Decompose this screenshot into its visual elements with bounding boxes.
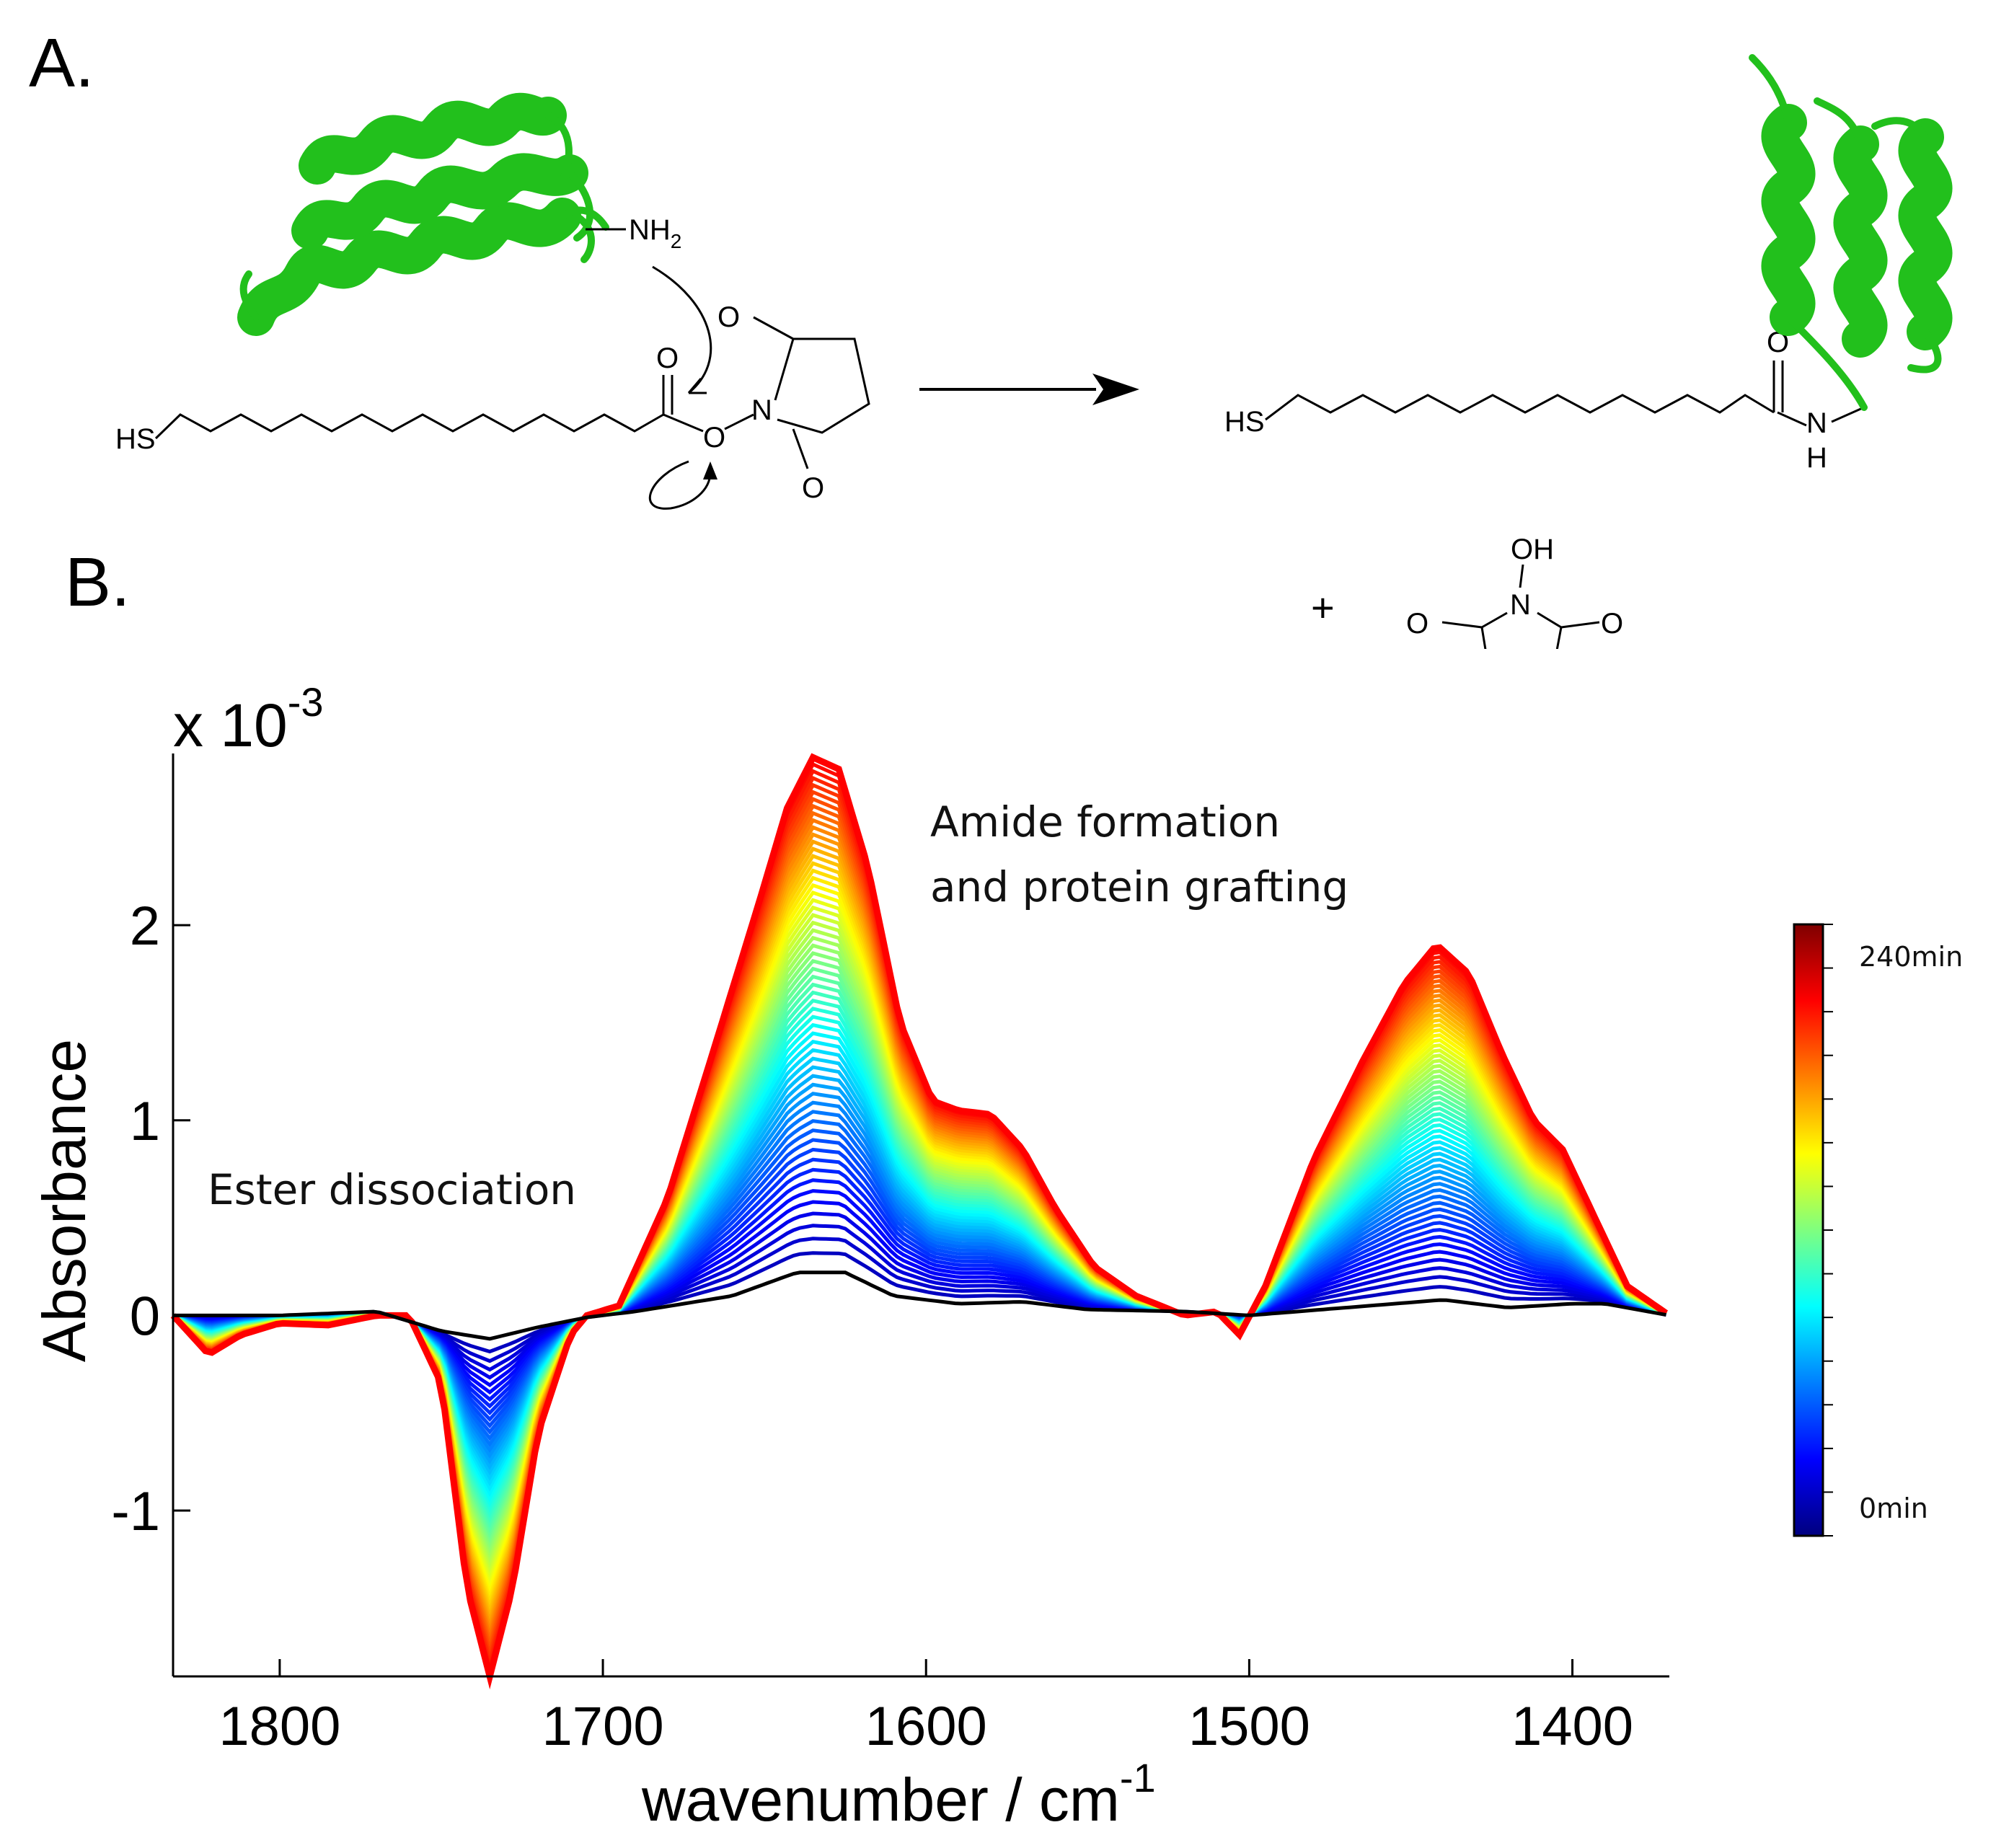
annotation-ester: Ester dissociation bbox=[208, 1165, 576, 1214]
annotation-amide-line2: and protein grafting bbox=[930, 862, 1348, 911]
y-tick-label: 2 bbox=[130, 896, 160, 957]
thiol-right-label: HS bbox=[1224, 406, 1265, 438]
y-tick-label: 1 bbox=[130, 1091, 160, 1152]
x-axis-title: wavenumber / cm-1 bbox=[641, 1755, 1156, 1834]
carbonyl-o-label: O bbox=[656, 342, 679, 374]
y-tick-label: -1 bbox=[111, 1481, 160, 1542]
thiol-left-label: HS bbox=[115, 423, 156, 455]
colorbar-ticks bbox=[1823, 924, 1833, 1537]
byproduct-o-left-label: O bbox=[1406, 608, 1428, 640]
series-line-final bbox=[170, 753, 1669, 1689]
colorbar-max-label: 240min bbox=[1859, 941, 1963, 973]
amide-n-label: N bbox=[1806, 407, 1827, 439]
ester-o-label: O bbox=[703, 422, 725, 454]
nhs-o-bottom-label: O bbox=[802, 472, 824, 504]
series-layer bbox=[170, 753, 1669, 1689]
x-tick-label: 1600 bbox=[865, 1696, 987, 1757]
y-axis-title: Absorbance bbox=[30, 1039, 98, 1362]
nhs-n-label: N bbox=[751, 394, 772, 426]
x-tick-label: 1800 bbox=[218, 1696, 340, 1757]
panel-b-label: B. bbox=[65, 544, 131, 621]
byproduct-n-label: N bbox=[1510, 589, 1531, 621]
byproduct-o-right-label: O bbox=[1601, 608, 1623, 640]
alkyl-chain-left bbox=[154, 413, 664, 440]
plus-sign: + bbox=[1311, 585, 1335, 630]
panel-a-label: A. bbox=[29, 25, 94, 102]
series-line-baseline bbox=[173, 1270, 1666, 1341]
axes-layer: 1800 1700 1600 1500 1400 2 1 0 -1 bbox=[111, 753, 1669, 1757]
amide-h-label: H bbox=[1806, 442, 1827, 474]
byproduct-oh-label: OH bbox=[1511, 534, 1554, 565]
amine-label: NH2 bbox=[629, 214, 681, 252]
colorbar-min-label: 0min bbox=[1859, 1493, 1928, 1524]
x-tick-label: 1500 bbox=[1188, 1696, 1310, 1757]
y-multiplier-label: x 10-3 bbox=[173, 679, 324, 759]
nhs-o-top-label: O bbox=[717, 301, 740, 333]
annotation-amide-line1: Amide formation bbox=[930, 797, 1280, 846]
reaction-scheme: NH2 HS O O N O O HS O N H + OH N O O bbox=[115, 54, 1953, 649]
alkyl-chain-right bbox=[1265, 394, 1775, 421]
x-tick-label: 1400 bbox=[1511, 1696, 1633, 1757]
protein-cartoon-left bbox=[237, 92, 609, 336]
protein-cartoon-right bbox=[1749, 54, 1953, 411]
x-tick-label: 1700 bbox=[542, 1696, 664, 1757]
y-tick-label: 0 bbox=[130, 1286, 160, 1347]
colorbar bbox=[1793, 923, 1824, 1537]
